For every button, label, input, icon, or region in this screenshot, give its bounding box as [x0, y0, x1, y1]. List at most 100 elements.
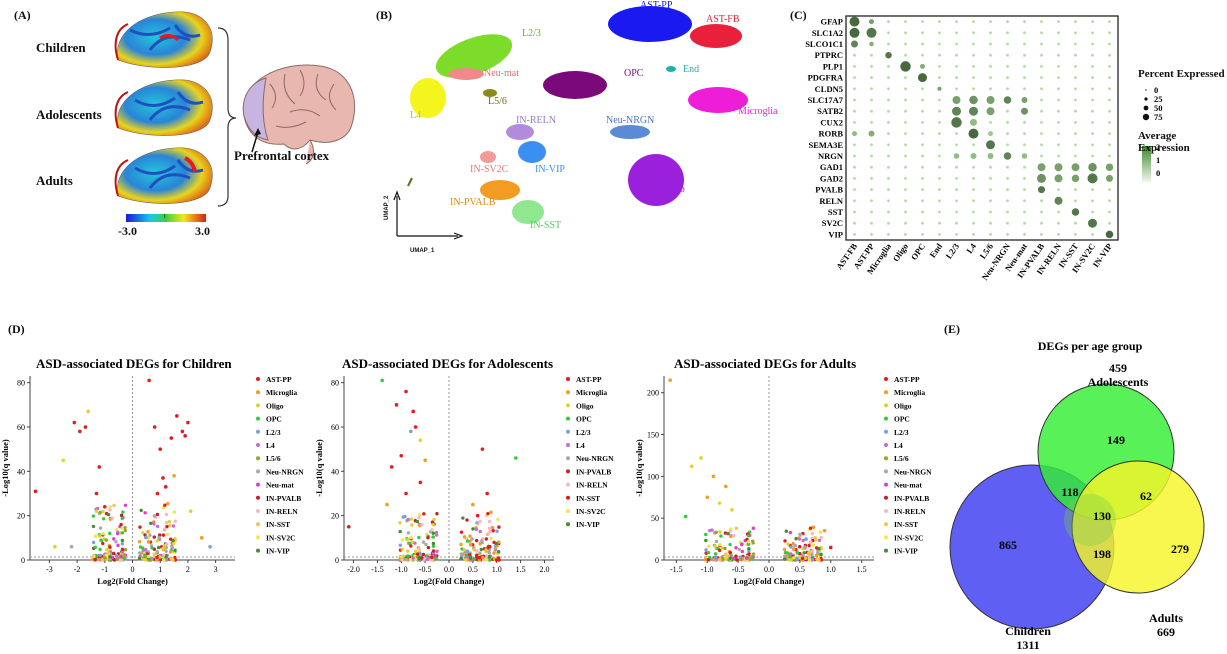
gene-point	[155, 512, 160, 517]
dot	[1057, 31, 1060, 35]
gene-point	[108, 555, 112, 559]
dot	[921, 177, 924, 180]
gene-point	[173, 548, 177, 552]
dot	[904, 109, 907, 113]
dot	[1006, 233, 1009, 236]
gene-point	[155, 555, 159, 559]
gene-point	[97, 534, 102, 538]
dot	[1074, 76, 1077, 79]
gene-point	[119, 513, 124, 518]
dot	[1021, 97, 1028, 103]
gene-point	[171, 524, 176, 528]
dot	[853, 53, 856, 57]
size-legend-value: 75	[1154, 112, 1163, 122]
dot	[1091, 143, 1094, 147]
gene-label: RELN	[819, 196, 843, 206]
gene-point	[477, 556, 482, 560]
gene-point	[782, 557, 787, 561]
x-axis-label: Log2(Fold Change)	[414, 576, 485, 586]
dot	[1108, 154, 1111, 158]
gene-point	[803, 556, 808, 560]
dot	[955, 143, 958, 147]
dot	[1003, 96, 1012, 104]
dot	[1006, 76, 1009, 79]
gene-point	[814, 553, 819, 558]
dot	[853, 165, 856, 169]
dot	[887, 210, 890, 214]
dot	[904, 199, 907, 203]
gene-point	[714, 539, 719, 544]
legend-dot	[566, 377, 570, 381]
dot	[1023, 165, 1026, 169]
dot	[938, 76, 941, 79]
gene-point	[459, 530, 464, 534]
dot	[853, 98, 856, 102]
volcano-adults: ASD-associated DEGs for Adults -1.5 -1.0 -0…	[634, 356, 932, 586]
venn-name-children: Children	[1005, 624, 1051, 638]
gene-point	[152, 535, 156, 539]
gene-point	[72, 420, 77, 425]
dot	[921, 132, 924, 135]
legend-label: AST-PP	[894, 375, 920, 384]
dot	[920, 63, 925, 69]
gene-point	[726, 531, 730, 536]
gene-point	[787, 558, 791, 562]
gene-point	[811, 543, 816, 547]
gene-point	[183, 434, 187, 438]
dot	[1091, 109, 1094, 113]
umap-clusters	[407, 6, 748, 224]
gene-point	[689, 464, 694, 469]
dot	[938, 31, 941, 35]
gene-point	[431, 541, 436, 546]
legend-dot	[884, 535, 888, 540]
venn-children-adolescents: 118	[1061, 485, 1078, 499]
panel-e-label: (E)	[944, 322, 960, 336]
dot	[938, 20, 941, 23]
gene-point	[474, 527, 479, 532]
gene-point	[398, 521, 402, 525]
dot	[1074, 31, 1077, 35]
gene-point	[795, 551, 800, 555]
venn-name-adults: Adults	[1149, 611, 1183, 625]
dot	[866, 27, 877, 38]
dot	[918, 73, 927, 83]
gene-point	[746, 534, 751, 538]
umap-label-ast-pp: AST-PP	[640, 0, 673, 11]
panel-a-label: (A)	[14, 8, 31, 22]
gene-point	[98, 510, 103, 514]
gene-point	[164, 549, 168, 553]
gene-label: SATB2	[817, 106, 843, 116]
gene-point	[406, 554, 410, 558]
dot	[1074, 98, 1077, 102]
gene-point	[746, 539, 751, 544]
color-legend-value: 1	[1156, 155, 1160, 165]
color-legend-value: 0	[1156, 168, 1160, 178]
gene-point	[707, 544, 711, 548]
gene-point	[817, 558, 821, 562]
gene-point	[163, 503, 167, 507]
x-tick-label: 1.5	[516, 565, 526, 574]
gene-point	[400, 547, 405, 552]
gene-point	[479, 539, 484, 543]
y-tick-label: 20	[331, 512, 339, 521]
dot	[1108, 143, 1111, 147]
gene-point	[422, 558, 426, 562]
gene-point	[793, 543, 797, 548]
gene-point	[784, 529, 788, 533]
gene-point	[104, 538, 109, 542]
dot	[1071, 208, 1080, 216]
gene-point	[417, 547, 421, 551]
dot	[1040, 109, 1043, 113]
y-axis-label: -Log10(q value)	[634, 439, 644, 497]
dot	[870, 121, 873, 124]
dot	[1054, 196, 1063, 205]
gene-point	[144, 535, 148, 540]
legend-dot	[256, 482, 260, 487]
x-tick-label: -3	[46, 565, 53, 574]
x-tick-label: -0.5	[419, 565, 432, 574]
dot	[1091, 42, 1094, 46]
dot	[972, 221, 975, 225]
dot	[969, 106, 978, 116]
gene-point	[434, 530, 439, 535]
gene-point	[431, 523, 435, 527]
